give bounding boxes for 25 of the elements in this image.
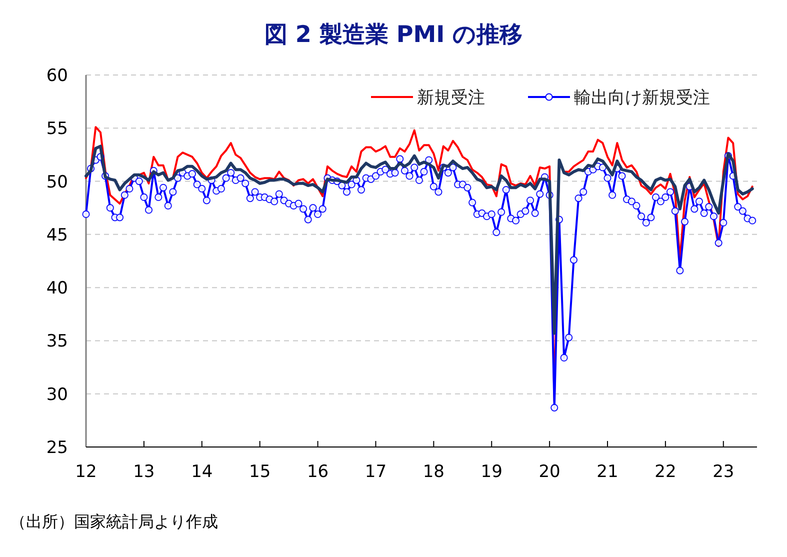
x-tick-label: 13 bbox=[133, 462, 155, 482]
chart-title: 図 2 製造業 PMI の推移 bbox=[264, 22, 523, 48]
y-tick-label: 55 bbox=[46, 119, 68, 140]
legend-label: 新規受注 bbox=[417, 88, 485, 108]
y-tick-label: 40 bbox=[46, 278, 68, 299]
x-tick-label: 22 bbox=[654, 462, 676, 482]
y-tick-label: 35 bbox=[46, 332, 68, 352]
x-tick-label: 14 bbox=[191, 462, 213, 482]
x-tick-label: 16 bbox=[306, 462, 329, 482]
x-tick-label: 12 bbox=[75, 462, 97, 482]
line-series bbox=[84, 144, 754, 335]
y-tick-label: 30 bbox=[46, 384, 68, 405]
x-tick-label: 15 bbox=[249, 462, 271, 482]
y-tick-label: 60 bbox=[46, 66, 68, 86]
x-tick-label: 18 bbox=[422, 462, 444, 482]
y-tick-label: 25 bbox=[46, 438, 68, 458]
x-tick-label: 23 bbox=[712, 462, 734, 482]
x-tick-label: 19 bbox=[480, 462, 502, 482]
x-tick-label: 17 bbox=[364, 462, 387, 482]
x-tick-label: 20 bbox=[538, 462, 560, 482]
y-tick-label: 45 bbox=[46, 225, 68, 246]
legend-label: 輸出向け新規受注 bbox=[574, 88, 710, 108]
x-tick-label: 21 bbox=[596, 462, 618, 482]
y-tick-label: 50 bbox=[46, 172, 68, 192]
text: （出所）国家統計局より作成 bbox=[10, 512, 218, 531]
